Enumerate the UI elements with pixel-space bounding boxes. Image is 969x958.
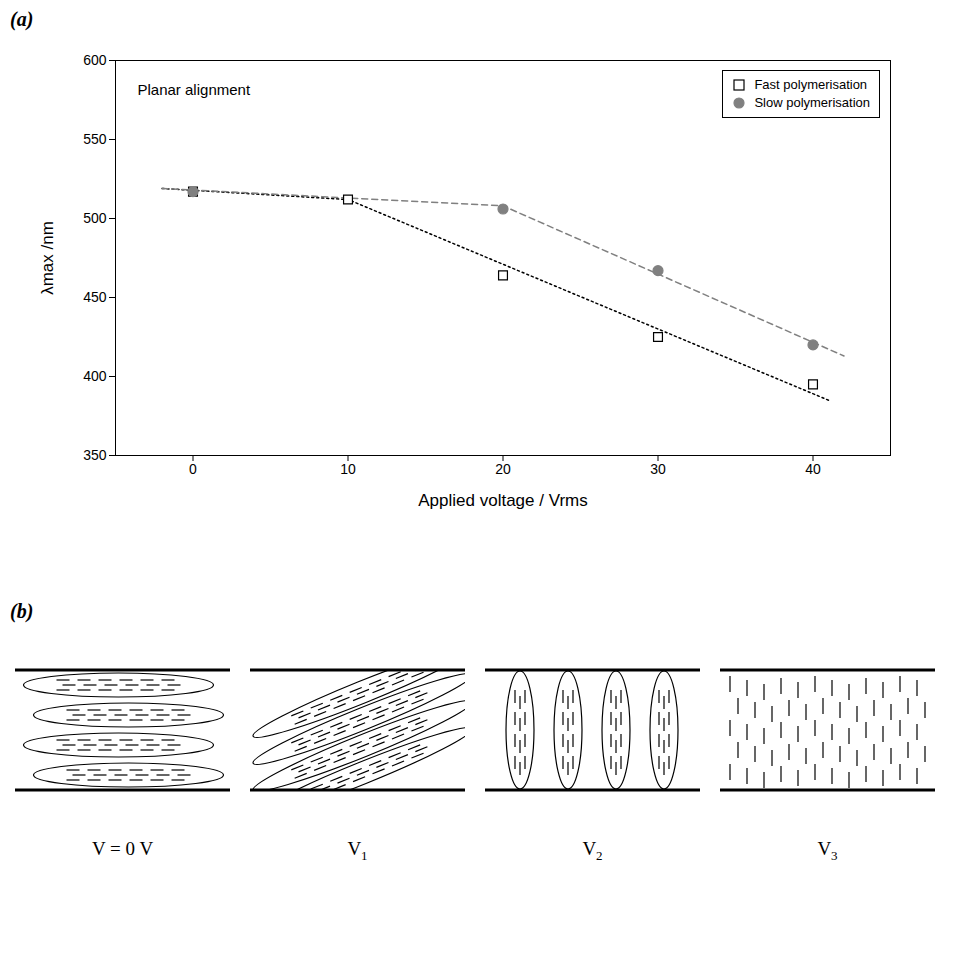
svg-text:V3: V3	[817, 838, 837, 863]
svg-text:30: 30	[650, 461, 666, 477]
svg-text:40: 40	[805, 461, 821, 477]
svg-text:V = 0 V: V = 0 V	[92, 838, 154, 859]
html-text:Slow polymerisation: Slow polymerisation	[754, 95, 870, 110]
html-text:Fast polymerisation: Fast polymerisation	[754, 77, 868, 92]
svg-text:V1: V1	[347, 838, 367, 863]
svg-text:20: 20	[495, 461, 511, 477]
svg-text:450: 450	[83, 289, 107, 305]
svg-text:λmax /nm: λmax /nm	[38, 221, 57, 295]
svg-text:500: 500	[83, 210, 107, 226]
svg-text:0: 0	[189, 461, 197, 477]
svg-text:550: 550	[83, 131, 107, 147]
svg-text:400: 400	[83, 368, 107, 384]
html-text:(b): (b)	[10, 600, 34, 622]
svg-text:V2: V2	[582, 838, 602, 863]
svg-text:350: 350	[83, 447, 107, 463]
svg-text:Planar alignment: Planar alignment	[138, 81, 251, 98]
svg-text:600: 600	[83, 52, 107, 68]
html-text:(a): (a)	[10, 8, 34, 30]
svg-text:Applied voltage / Vrms: Applied voltage / Vrms	[418, 491, 587, 510]
svg-text:10: 10	[340, 461, 356, 477]
